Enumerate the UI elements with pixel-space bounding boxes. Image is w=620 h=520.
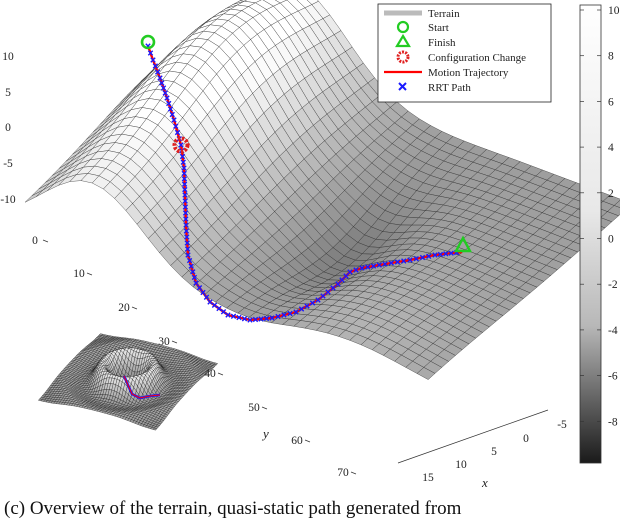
config-change-marker bbox=[172, 136, 190, 154]
terrain-surface bbox=[24, 0, 620, 380]
legend-config-marker bbox=[396, 50, 410, 64]
colorbar-tick-label: 6 bbox=[608, 96, 614, 108]
colorbar-ticks: 10 8 6 4 2 0 -2 -4 -6 -8 bbox=[580, 5, 620, 428]
colorbar bbox=[579, 4, 602, 464]
legend-label-finish: Finish bbox=[428, 37, 456, 49]
legend-start-marker bbox=[396, 20, 410, 34]
legend-label-trajectory: Motion Trajectory bbox=[428, 67, 509, 79]
z-tick-label: -5 bbox=[3, 158, 13, 170]
colorbar-tick-label: -8 bbox=[608, 416, 618, 428]
legend: Terrain Start Finish Configuration Chang… bbox=[377, 3, 552, 103]
start-marker bbox=[140, 34, 156, 50]
x-tick-label: 10 bbox=[455, 459, 467, 471]
z-tick-label: 0 bbox=[5, 122, 11, 134]
legend-label-terrain: Terrain bbox=[428, 8, 460, 20]
colorbar-tick-label: -6 bbox=[608, 371, 618, 383]
x-tick-label: 0 bbox=[523, 433, 529, 445]
x-tick-label: -5 bbox=[557, 419, 567, 431]
y-tick-label: 50 bbox=[248, 402, 260, 414]
finish-marker bbox=[453, 235, 473, 253]
terrain-inset bbox=[38, 333, 218, 431]
y-axis-label: y bbox=[261, 426, 269, 441]
y-tick-label: 10 bbox=[73, 268, 85, 280]
z-tick-label: 10 bbox=[2, 51, 14, 63]
legend-label-rrt: RRT Path bbox=[428, 82, 471, 94]
legend-label-start: Start bbox=[428, 22, 449, 34]
y-tick-label: 40 bbox=[204, 368, 216, 380]
colorbar-tick-label: -4 bbox=[608, 325, 618, 337]
figure-caption: (c) Overview of the terrain, quasi-stati… bbox=[4, 498, 462, 519]
y-tick-label: 0 bbox=[32, 235, 38, 247]
colorbar-tick-label: 0 bbox=[608, 234, 614, 246]
y-tick-label: 60 bbox=[291, 435, 303, 447]
y-tick-label: 30 bbox=[158, 336, 170, 348]
colorbar-tick-label: 8 bbox=[608, 51, 614, 63]
legend-label-config: Configuration Change bbox=[428, 52, 526, 64]
legend-finish-marker bbox=[395, 33, 411, 48]
z-tick-label: -10 bbox=[0, 194, 16, 206]
x-axis-label: x bbox=[481, 475, 488, 490]
y-tick-label: 70 bbox=[337, 467, 349, 479]
colorbar-tick-label: 10 bbox=[608, 5, 620, 17]
z-tick-label: 5 bbox=[5, 87, 11, 99]
x-tick-label: 5 bbox=[491, 446, 497, 458]
y-tick-label: 20 bbox=[118, 302, 130, 314]
legend-rrt-marker bbox=[398, 82, 407, 91]
colorbar-tick-label: 4 bbox=[608, 142, 614, 154]
colorbar-tick-label: 2 bbox=[608, 188, 614, 200]
x-tick-label: 15 bbox=[422, 472, 434, 484]
colorbar-tick-label: -2 bbox=[608, 279, 618, 291]
